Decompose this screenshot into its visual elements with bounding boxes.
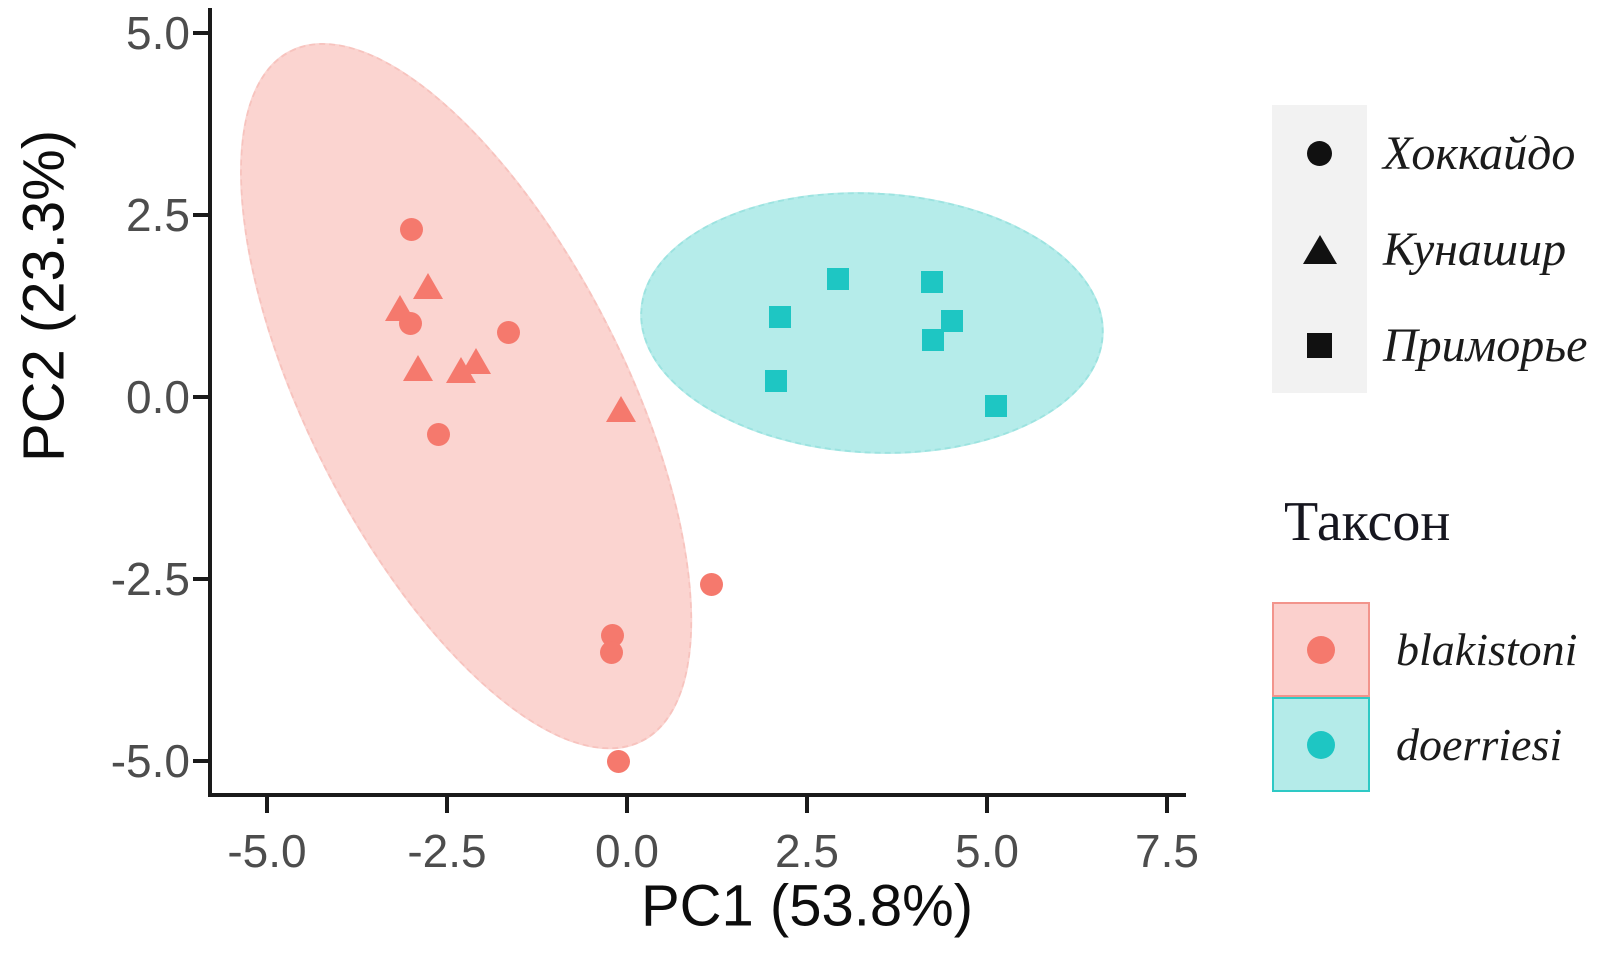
data-point-square-doerriesi-primorye [768, 305, 791, 328]
y-axis-tick [193, 31, 209, 35]
confidence-ellipse-doerriesi [633, 180, 1111, 466]
x-axis-title: PC1 (53.8%) [640, 873, 974, 939]
y-axis-tick [193, 213, 209, 217]
triangle-marker-icon [1302, 234, 1337, 264]
x-axis-tick-label: 7.5 [1135, 825, 1199, 877]
y-axis-tick-label: 2.5 [126, 189, 190, 241]
data-point-square-doerriesi-primorye [826, 268, 849, 291]
data-point-circle-blakistoni-hokkaido [700, 572, 724, 596]
legend-label-kunashir: Кунашир [1383, 222, 1567, 276]
y-axis-tick [193, 577, 209, 581]
y-axis-tick-label: -2.5 [110, 553, 190, 605]
doerriesi-dot-icon [1307, 730, 1335, 759]
legend-item-hokkaido: Хоккайдо [1272, 105, 1600, 201]
x-axis-line [208, 793, 1186, 797]
legend-item-doerriesi: doerriesi [1272, 697, 1600, 792]
blakistoni-dot-icon [1307, 635, 1335, 664]
data-point-triangle-blakistoni-kunashir [460, 347, 491, 374]
data-point-triangle-blakistoni-kunashir [606, 396, 637, 423]
x-axis-tick-label: 2.5 [775, 825, 839, 877]
data-point-square-doerriesi-primorye [920, 270, 943, 293]
x-axis-tick-label: 5.0 [955, 825, 1019, 877]
x-axis-tick-label: 0.0 [595, 825, 659, 877]
legend-item-kunashir: Кунашир [1272, 201, 1600, 297]
y-axis-tick-label: 0.0 [126, 371, 190, 423]
data-point-triangle-blakistoni-kunashir [403, 355, 434, 382]
blakistoni-color-swatch [1272, 602, 1370, 697]
data-point-square-doerriesi-primorye [941, 309, 964, 332]
x-axis-tick [1165, 797, 1169, 813]
data-point-circle-blakistoni-hokkaido [606, 749, 630, 773]
legend-key-cell [1272, 201, 1367, 297]
y-axis-tick-label: 5.0 [126, 7, 190, 59]
x-axis-tick [625, 797, 629, 813]
legend-key-cell [1272, 297, 1367, 393]
x-axis-tick [265, 797, 269, 813]
x-axis-tick [985, 797, 989, 813]
circle-marker-icon [1307, 140, 1332, 166]
data-point-circle-blakistoni-hokkaido [399, 218, 423, 242]
legend-label-hokkaido: Хоккайдо [1383, 126, 1576, 180]
y-axis-tick [193, 759, 209, 763]
doerriesi-color-swatch [1272, 697, 1370, 792]
legend-key-cell [1272, 105, 1367, 201]
square-marker-icon [1307, 332, 1332, 358]
data-point-circle-blakistoni-hokkaido [426, 423, 450, 447]
legend-label-doerriesi: doerriesi [1396, 719, 1563, 770]
x-axis-tick-label: -2.5 [407, 825, 487, 877]
y-axis-tick [193, 395, 209, 399]
legend-item-primorye: Приморье [1272, 297, 1600, 393]
confidence-ellipse-blakistoni [148, 0, 784, 814]
x-axis-tick-label: -5.0 [227, 825, 307, 877]
data-point-circle-blakistoni-hokkaido [601, 623, 625, 647]
data-point-square-doerriesi-primorye [765, 369, 788, 392]
data-point-square-doerriesi-primorye [985, 395, 1008, 418]
x-axis-tick [445, 797, 449, 813]
legend-label-blakistoni: blakistoni [1396, 624, 1578, 675]
legend-label-primorye: Приморье [1383, 318, 1588, 372]
data-point-triangle-blakistoni-kunashir [413, 272, 444, 299]
y-axis-tick-label: -5.0 [110, 735, 190, 787]
data-point-square-doerriesi-primorye [922, 329, 944, 352]
data-point-circle-blakistoni-hokkaido [600, 641, 624, 665]
data-point-triangle-blakistoni-kunashir [385, 294, 416, 321]
data-point-circle-blakistoni-hokkaido [496, 321, 520, 345]
y-axis-line [208, 8, 212, 797]
taxon-legend-title: Таксон [1284, 491, 1451, 553]
legend-item-blakistoni: blakistoni [1272, 602, 1600, 697]
x-axis-tick [805, 797, 809, 813]
